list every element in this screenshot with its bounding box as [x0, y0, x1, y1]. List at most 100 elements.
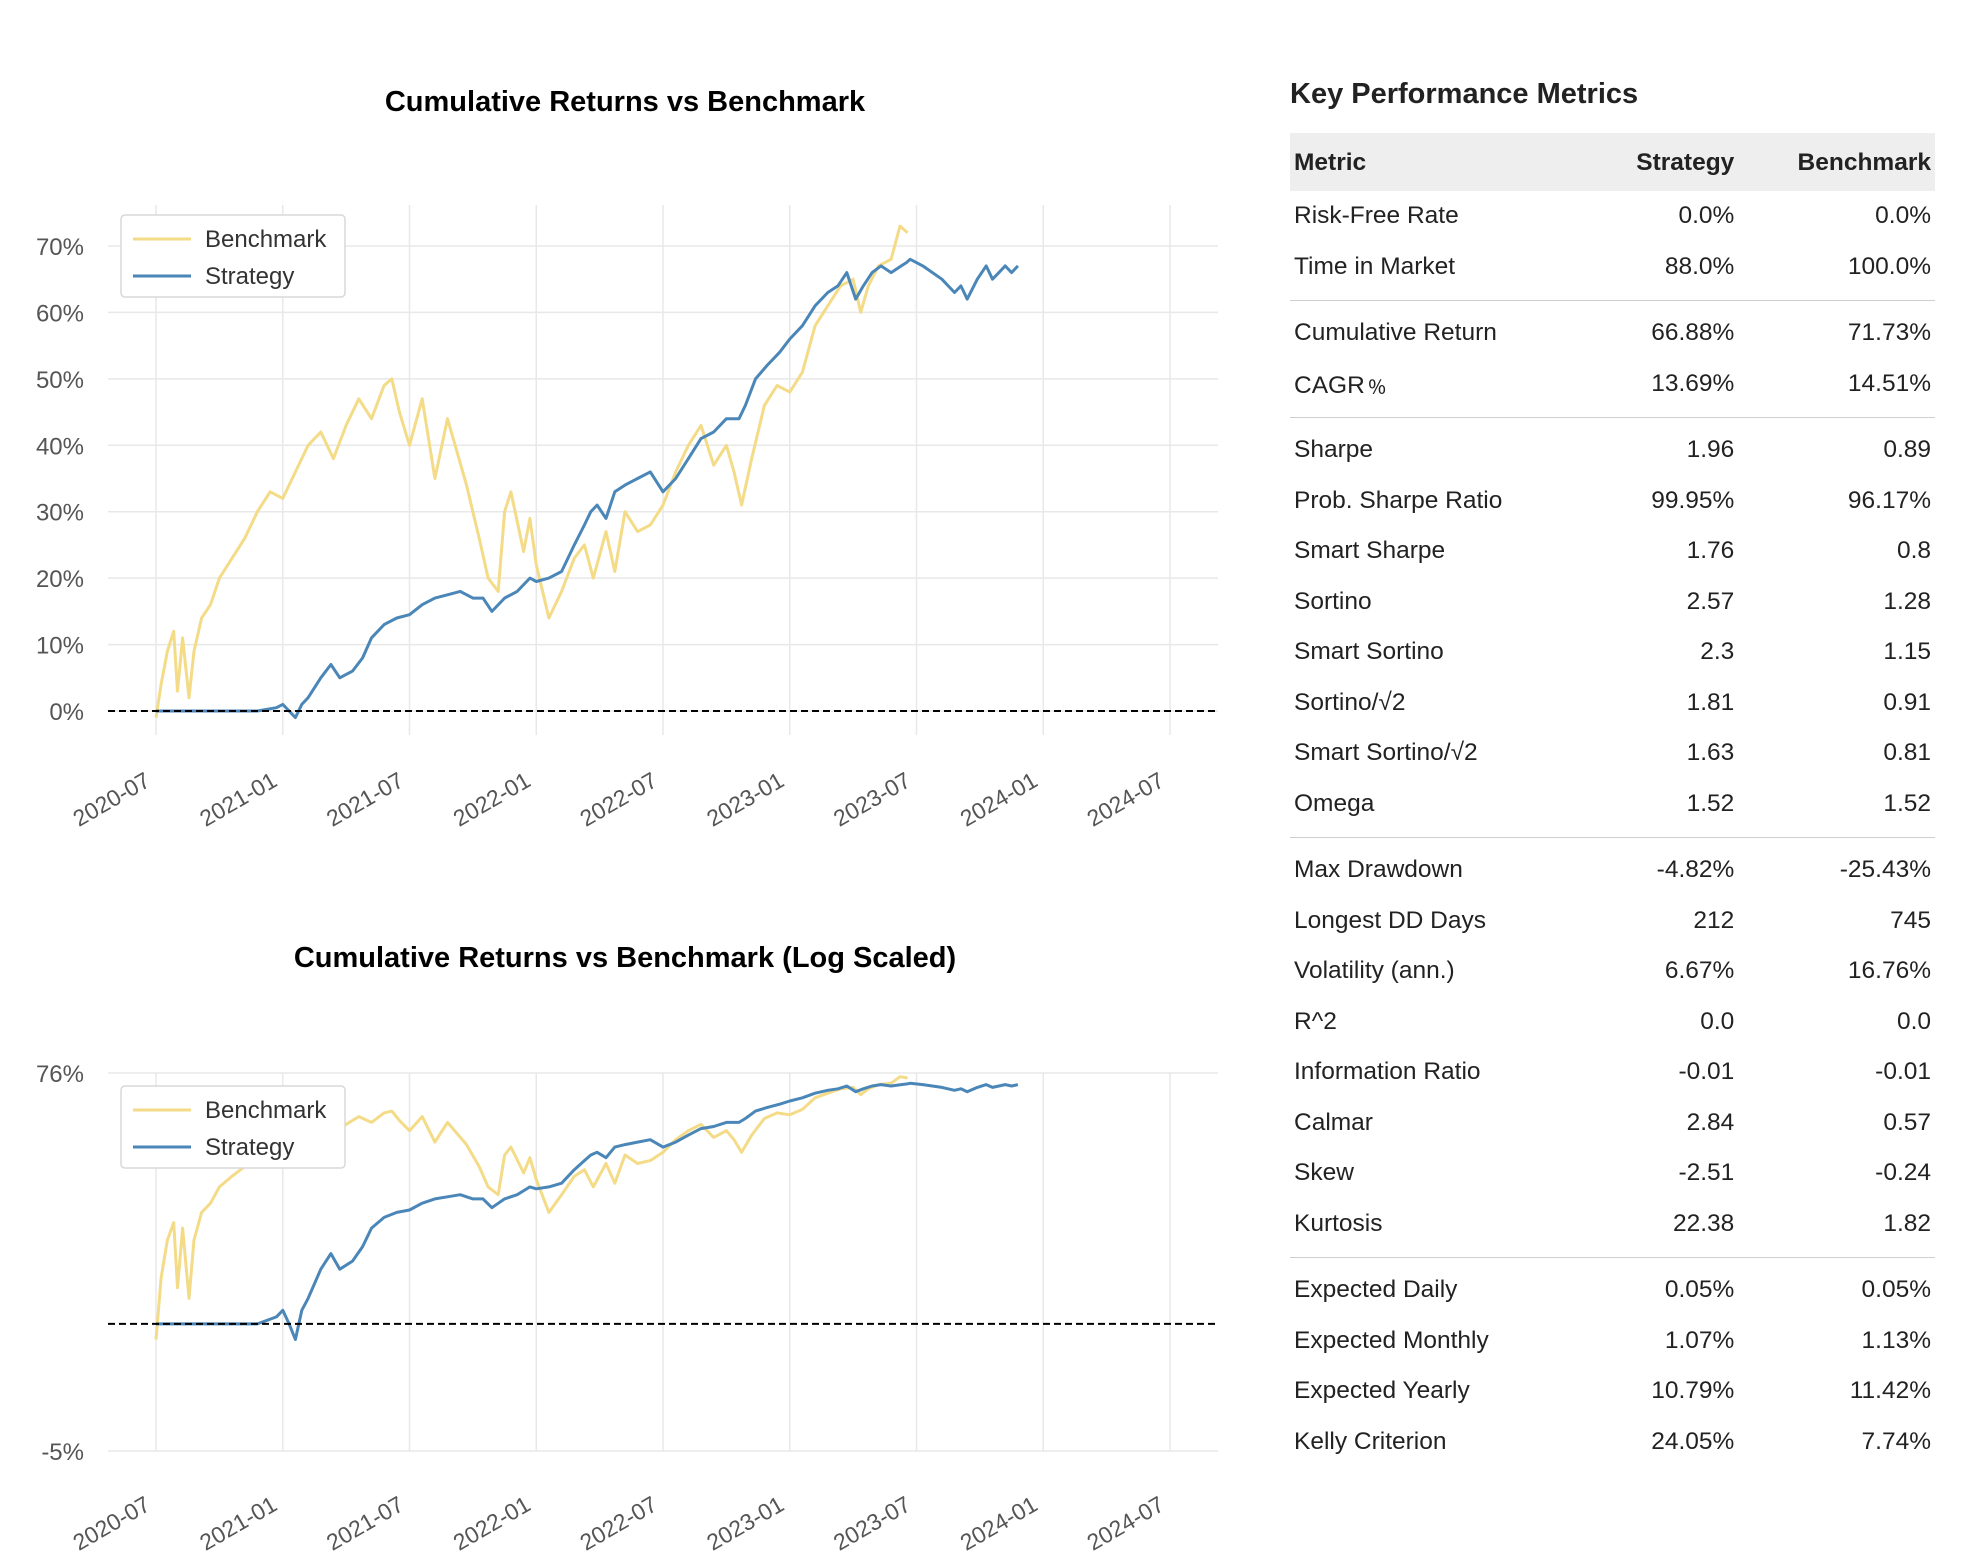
metric-row: Expected Daily 0.05% 0.05%: [1290, 1265, 1935, 1316]
metric-strategy-value: 2.3: [1700, 638, 1735, 666]
metric-row: Information Ratio -0.01 -0.01: [1290, 1047, 1935, 1098]
chart-title: Cumulative Returns vs Benchmark (Log Sca…: [294, 942, 956, 974]
metric-row: Calmar 2.84 0.57: [1290, 1098, 1935, 1149]
metric-name: Max Drawdown: [1294, 856, 1463, 884]
x-tick-label: 2023-07: [829, 767, 915, 832]
cumulative-returns-log-chart: Cumulative Returns vs Benchmark (Log Sca…: [0, 860, 1250, 1554]
y-tick-label: -5%: [41, 1439, 84, 1466]
metric-benchmark-value: -0.01: [1875, 1058, 1931, 1086]
metric-strategy-value: -0.01: [1678, 1058, 1735, 1086]
y-tick-label: 40%: [36, 433, 84, 460]
metric-benchmark-value: 745: [1890, 906, 1931, 934]
metric-name: Volatility (ann.): [1294, 957, 1455, 985]
header-benchmark: Benchmark: [1797, 149, 1931, 176]
metric-benchmark-value: 100.0%: [1847, 252, 1931, 280]
metric-name: Smart Sortino/√2: [1294, 739, 1478, 767]
metric-name: Sharpe: [1294, 436, 1374, 464]
metric-row: Sortino 2.57 1.28: [1290, 577, 1935, 628]
x-tick-label: 2021-07: [322, 767, 408, 832]
metric-strategy-value: 212: [1693, 906, 1735, 934]
cumulative-returns-chart: Cumulative Returns vs Benchmark 70% 60% 50%…: [0, 0, 1250, 860]
metrics-separator: [1290, 409, 1935, 425]
metric-name: Cumulative Return: [1294, 319, 1497, 347]
metric-name: CAGR﹪: [1294, 372, 1390, 400]
metric-name: Expected Monthly: [1294, 1326, 1489, 1354]
legend-strategy-label: Strategy: [205, 263, 294, 290]
key-metrics-panel: Key Performance Metrics Metric Strategy …: [1290, 70, 1935, 1467]
metric-strategy-value: 1.76: [1686, 537, 1735, 565]
metric-benchmark-value: -25.43%: [1839, 856, 1931, 884]
metric-name: Kelly Criterion: [1294, 1427, 1447, 1455]
header-metric: Metric: [1294, 149, 1367, 176]
metric-name: Expected Daily: [1294, 1276, 1458, 1304]
metric-name: Smart Sharpe: [1294, 537, 1446, 565]
metric-row: Kelly Criterion 24.05% 7.74%: [1290, 1417, 1935, 1468]
metric-row: Smart Sortino/√2 1.63 0.81: [1290, 728, 1935, 779]
metric-row: Longest DD Days 212 745: [1290, 896, 1935, 947]
metric-benchmark-value: 0.57: [1883, 1108, 1931, 1136]
metrics-separator: [1290, 1249, 1935, 1265]
metric-row: Volatility (ann.) 6.67% 16.76%: [1290, 946, 1935, 997]
metric-benchmark-value: 0.91: [1883, 688, 1931, 716]
y-tick-label: 20%: [36, 566, 84, 593]
metric-benchmark-value: 0.89: [1883, 436, 1931, 464]
metric-benchmark-value: 1.13%: [1861, 1326, 1931, 1354]
chart-title: Cumulative Returns vs Benchmark: [385, 86, 866, 118]
x-tick-label: 2024-01: [956, 1491, 1042, 1554]
metrics-header-row: Metric Strategy Benchmark: [1290, 133, 1935, 191]
strategy-line: [156, 1081, 1019, 1341]
metric-strategy-value: 24.05%: [1651, 1427, 1735, 1455]
metric-name: Sortino: [1294, 587, 1372, 615]
metric-benchmark-value: 14.51%: [1847, 369, 1931, 397]
y-tick-label: 10%: [36, 633, 84, 660]
metric-strategy-value: 88.0%: [1664, 252, 1735, 280]
cumulative-returns-log-svg: Cumulative Returns vs Benchmark (Log Sca…: [36, 942, 1218, 1554]
metric-row: R^2 0.0 0.0: [1290, 997, 1935, 1048]
metric-benchmark-value: 0.0: [1896, 1007, 1931, 1035]
y-tick-label: 0%: [49, 699, 84, 726]
y-tick-label: 30%: [36, 500, 84, 527]
metric-benchmark-value: 96.17%: [1847, 486, 1931, 514]
metric-strategy-value: -4.82%: [1656, 856, 1735, 884]
metric-name: Information Ratio: [1294, 1058, 1481, 1086]
metric-row: Expected Yearly 10.79% 11.42%: [1290, 1366, 1935, 1417]
header-strategy: Strategy: [1636, 149, 1735, 176]
metric-strategy-value: 2.57: [1686, 587, 1735, 615]
legend-benchmark-label: Benchmark: [205, 226, 327, 253]
metric-row: Omega 1.52 1.52: [1290, 779, 1935, 830]
metric-name: Risk-Free Rate: [1294, 202, 1459, 230]
y-tick-label: 50%: [36, 367, 84, 394]
x-tick-label: 2024-07: [1082, 1491, 1168, 1554]
metric-benchmark-value: 71.73%: [1847, 319, 1931, 347]
cumulative-returns-svg: Cumulative Returns vs Benchmark 70% 60% 50%…: [36, 86, 1218, 832]
metric-name: Prob. Sharpe Ratio: [1294, 486, 1503, 514]
metric-row: Time in Market 88.0% 100.0%: [1290, 242, 1935, 293]
metric-row: Cumulative Return 66.88% 71.73%: [1290, 308, 1935, 359]
metric-strategy-value: 0.0%: [1678, 202, 1735, 230]
x-tick-label: 2022-07: [575, 767, 661, 832]
metric-strategy-value: 22.38: [1673, 1209, 1735, 1237]
benchmark-line: [154, 224, 909, 718]
metric-strategy-value: 1.07%: [1664, 1326, 1735, 1354]
metric-strategy-value: 0.05%: [1664, 1276, 1735, 1304]
metric-benchmark-value: 11.42%: [1849, 1377, 1931, 1405]
metric-row: Kurtosis 22.38 1.82: [1290, 1199, 1935, 1250]
metric-row: Smart Sharpe 1.76 0.8: [1290, 526, 1935, 577]
metrics-separator: [1290, 292, 1935, 308]
metric-name: Smart Sortino: [1294, 638, 1444, 666]
x-tick-label: 2020-07: [68, 1491, 154, 1554]
legend-benchmark-label: Benchmark: [205, 1097, 327, 1124]
metric-strategy-value: 0.0: [1700, 1007, 1735, 1035]
metric-strategy-value: 6.67%: [1664, 957, 1735, 985]
x-tick-label: 2022-07: [575, 1491, 661, 1554]
metric-row: Smart Sortino 2.3 1.15: [1290, 627, 1935, 678]
metric-benchmark-value: 16.76%: [1847, 957, 1931, 985]
metric-benchmark-value: 1.82: [1883, 1209, 1931, 1237]
metric-strategy-value: 1.96: [1686, 436, 1735, 464]
x-tick-label: 2021-07: [322, 1491, 408, 1554]
x-tick-label: 2024-07: [1082, 767, 1168, 832]
metric-benchmark-value: 1.52: [1883, 789, 1931, 817]
y-tick-label: 70%: [36, 234, 84, 261]
metric-benchmark-value: 7.74%: [1861, 1427, 1931, 1455]
metric-strategy-value: 10.79%: [1651, 1377, 1735, 1405]
